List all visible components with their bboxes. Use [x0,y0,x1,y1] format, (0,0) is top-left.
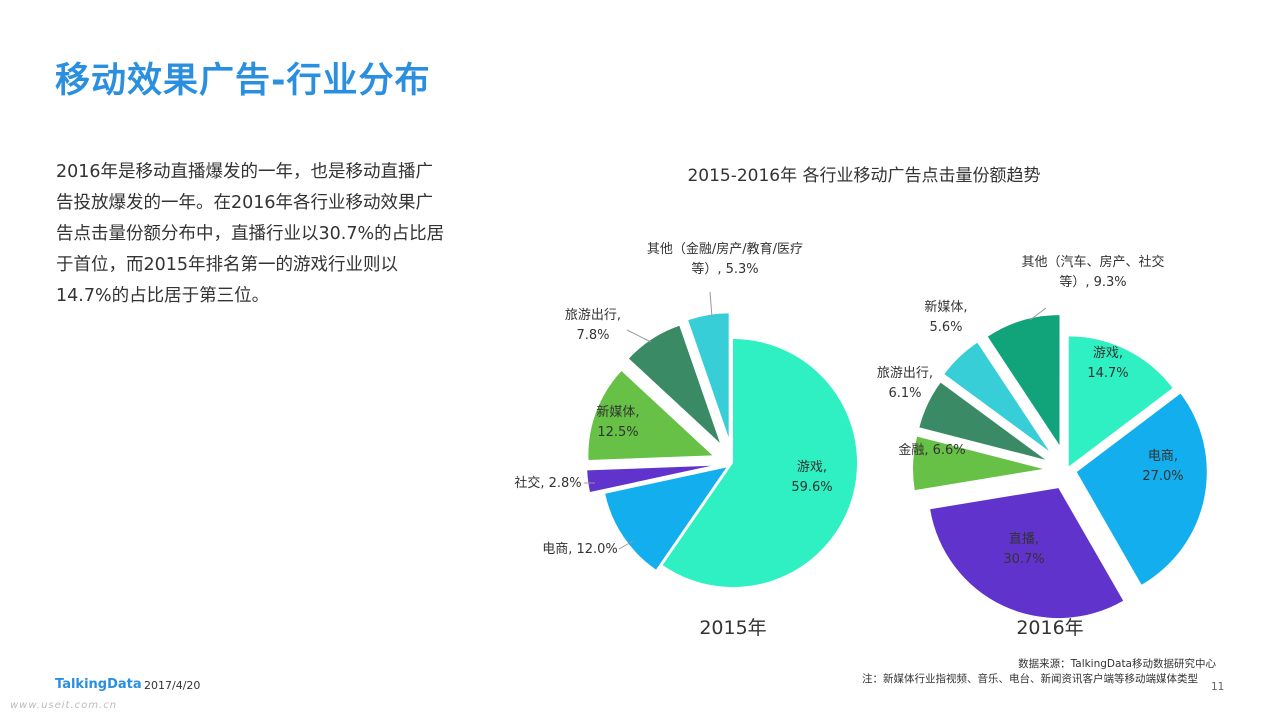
slice-label-0-0: 游戏, 59.6% [791,460,832,495]
slice-label-0-2: 社交, 2.8% [514,475,581,491]
pie-chart-2015: 游戏, 59.6% 电商, 12.0% 社交, 2.8% 新媒体, 12.5% 旅游出行, 7… [514,241,857,588]
pie-slice-0-2 [587,465,712,493]
slice-label-1-3: 金融, 6.6% [898,442,965,458]
pie-slice-0-5 [688,313,729,438]
slice-label-1-4: 旅游出行, 6.1% [877,366,933,401]
year-label-2016: 2016年 [1016,617,1083,639]
pie-slice-0-3 [588,371,713,461]
leader-line-0-1 [618,540,634,550]
slice-label-1-5: 新媒体, 5.6% [924,299,967,335]
slice-label-1-6: 其他（汽车、房产、社交等）, 9.3% [1021,254,1164,290]
pie-slice-1-6 [987,315,1060,446]
leader-line-1-6 [1029,307,1047,321]
date-text: 2017/4/20 [144,679,201,692]
pie-slice-1-1 [1076,393,1207,585]
talkingdata-logo: TalkingData [55,677,142,692]
description-text: 2016年是移动直播爆发的一年，也是移动直播广告投放爆发的一年。在2016年各行… [56,162,445,306]
slice-label-0-1: 电商, 12.0% [542,542,618,557]
pie-slice-0-0 [662,339,857,588]
leader-line-0-5 [709,291,713,318]
pie-slice-1-0 [1068,336,1173,467]
pie-slice-0-4 [628,325,720,443]
pie-slice-0-1 [605,467,727,570]
pie-slice-1-3 [913,436,1044,491]
slice-label-0-3: 新媒体, 12.5% [596,404,639,440]
page-number: 11 [1211,681,1225,693]
slice-label-0-4: 旅游出行, 7.8% [565,308,621,343]
pie-slice-1-5 [944,342,1050,452]
slice-label-1-2: 直播, 30.7% [1003,532,1044,567]
slice-label-1-1: 电商, 27.0% [1142,449,1183,484]
pie-slice-1-4 [919,382,1046,460]
slice-label-0-5: 其他（金融/房产/教育/医疗等）, 5.3% [647,241,803,277]
slice-label-1-0: 游戏, 14.7% [1087,346,1128,381]
year-label-2015: 2015年 [699,617,766,639]
page-title: 移动效果广告-行业分布 [55,61,431,101]
chart-title: 2015-2016年 各行业移动广告点击量份额趋势 [687,166,1040,186]
leader-line-0-4 [626,329,652,343]
footnote: 注：新媒体行业指视频、音乐、电台、新闻资讯客户端等移动端媒体类型 [862,673,1198,685]
watermark: www.useit.com.cn [10,700,118,711]
pie-slice-1-2 [930,488,1124,619]
data-source: 数据来源：TalkingData移动数据研究中心 [1018,658,1216,670]
pie-chart-2016: 游戏, 14.7% 电商, 27.0% 直播, 30.7% 金融, 6.6% 旅游出行, 6.1… [877,254,1207,619]
